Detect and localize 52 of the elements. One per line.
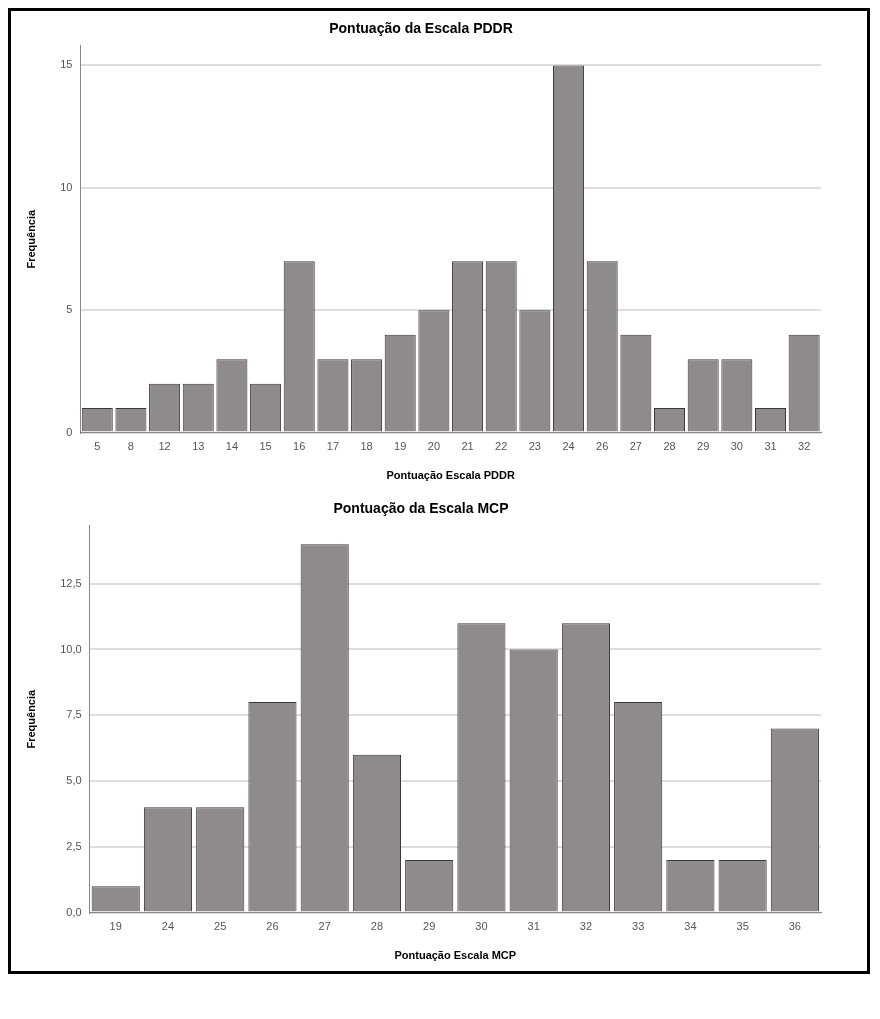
x-tick-label: 24 <box>562 440 575 453</box>
x-tick-label: 30 <box>730 440 743 453</box>
x-tick-label: 29 <box>423 920 436 933</box>
x-tick-label: 19 <box>109 920 122 933</box>
y-tick-label: 12,5 <box>60 576 82 589</box>
x-tick-label: 19 <box>394 440 407 453</box>
y-axis-title: Frequência <box>24 688 37 749</box>
y-tick-label: 0,0 <box>66 905 82 918</box>
x-tick-label: 34 <box>684 920 697 933</box>
y-tick-label: 5,0 <box>66 774 82 787</box>
x-tick-label: 18 <box>360 440 373 453</box>
x-tick-label: 8 <box>127 440 134 453</box>
x-tick-label: 31 <box>527 920 540 933</box>
y-tick-label: 10,0 <box>60 642 82 655</box>
x-tick-label: 22 <box>495 440 508 453</box>
y-tick-label: 2,5 <box>66 839 82 852</box>
x-axis-title: Pontuação Escala PDDR <box>386 469 515 482</box>
y-tick-label: 15 <box>60 58 73 71</box>
x-tick-label: 24 <box>161 920 175 933</box>
x-tick-label: 33 <box>632 920 645 933</box>
y-tick-label: 5 <box>66 303 73 316</box>
x-tick-label: 30 <box>475 920 488 933</box>
x-tick-label: 12 <box>158 440 171 453</box>
chart-title: Pontuação da Escala MCP <box>333 500 509 517</box>
x-tick-label: 13 <box>192 440 205 453</box>
x-tick-label: 5 <box>94 440 101 453</box>
y-tick-label: 10 <box>60 180 73 193</box>
x-tick-label: 26 <box>266 920 279 933</box>
x-tick-label: 23 <box>528 440 541 453</box>
x-tick-label: 17 <box>326 440 340 453</box>
x-tick-label: 29 <box>697 440 710 453</box>
x-tick-label: 25 <box>214 920 227 933</box>
x-tick-label: 32 <box>579 920 593 933</box>
x-tick-label: 32 <box>798 440 811 453</box>
x-tick-label: 27 <box>629 440 642 453</box>
x-tick-label: 26 <box>596 440 609 453</box>
y-axis-title: Frequência <box>24 208 37 269</box>
x-tick-label: 20 <box>427 440 441 453</box>
x-tick-label: 35 <box>736 920 749 933</box>
x-tick-label: 15 <box>259 440 272 453</box>
x-tick-label: 36 <box>788 920 801 933</box>
x-tick-label: 31 <box>764 440 777 453</box>
x-tick-label: 27 <box>318 920 331 933</box>
x-tick-label: 21 <box>461 440 474 453</box>
y-tick-label: 0 <box>66 425 73 438</box>
x-axis-title: Pontuação Escala MCP <box>394 949 517 962</box>
x-tick-label: 16 <box>293 440 306 453</box>
y-tick-label: 7,5 <box>66 708 82 721</box>
x-tick-label: 14 <box>225 440 239 453</box>
chart-title: Pontuação da Escala PDDR <box>329 20 513 37</box>
x-tick-label: 28 <box>663 440 676 453</box>
x-tick-label: 28 <box>370 920 384 933</box>
